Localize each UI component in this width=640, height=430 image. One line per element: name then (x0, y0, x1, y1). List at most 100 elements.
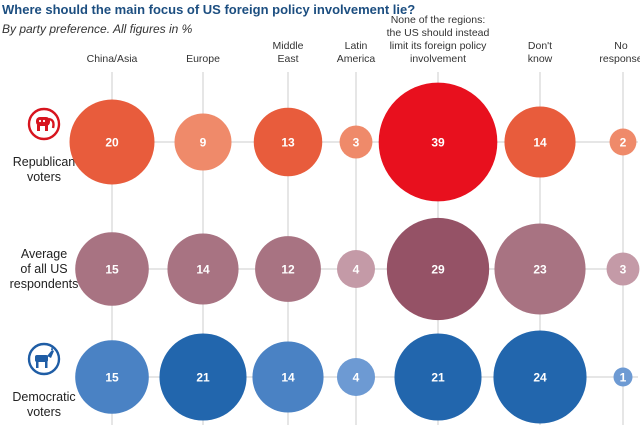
bubble-circle (75, 232, 149, 306)
donkey-leg (36, 361, 39, 368)
bubble: 4 (337, 358, 375, 396)
column-label-line: No (614, 40, 628, 52)
bubble: 14 (167, 233, 239, 305)
bubble: 39 (378, 82, 498, 202)
row-label-line: Republican (13, 155, 76, 169)
elephant-star (42, 119, 46, 123)
bubble: 1 (613, 367, 633, 387)
bubble-circle (174, 113, 232, 171)
bubble: 13 (253, 107, 323, 177)
bubble-circle (609, 128, 637, 156)
row-label: Average of all US respondents (10, 247, 79, 291)
column-label-line: America (337, 53, 376, 65)
bubble-circle (159, 333, 247, 421)
bubble-circle (69, 99, 155, 185)
bubble-value-label: 14 (196, 263, 210, 277)
bubble-circle (337, 250, 375, 288)
donkey-ear (51, 346, 53, 350)
column-label: None of the regions: the US should instea… (387, 14, 490, 65)
column-label: Europe (186, 53, 220, 65)
bubble: 12 (255, 236, 321, 302)
republican-elephant-icon (27, 107, 61, 141)
bubble-value-label: 12 (281, 263, 295, 277)
row-label-line: Democratic (12, 390, 75, 404)
column-label-line: response (599, 53, 640, 65)
row-label-line: respondents (10, 277, 79, 291)
bubble: 14 (252, 341, 324, 413)
bubble: 15 (75, 340, 149, 414)
bubble-value-label: 3 (353, 136, 360, 150)
bubble-value-label: 24 (533, 371, 547, 385)
bubble: 21 (394, 333, 482, 421)
row-label: Democratic voters (12, 390, 75, 419)
bubble: 4 (337, 250, 375, 288)
column-label-line: Europe (186, 53, 220, 65)
bubble-circle (378, 82, 498, 202)
bubble-value-label: 20 (105, 136, 119, 150)
row-label: Republican voters (13, 155, 76, 184)
elephant-trunk (48, 117, 55, 129)
row-label-line: Average (21, 247, 67, 261)
bubble-circle (75, 340, 149, 414)
bubble-value-label: 29 (431, 263, 445, 277)
bubble: 24 (493, 330, 587, 424)
bubble: 29 (386, 217, 490, 321)
bubble: 9 (174, 113, 232, 171)
bubble-circle (394, 333, 482, 421)
bubble-value-label: 9 (200, 136, 207, 150)
column-label-line: East (277, 53, 298, 65)
bubble-value-label: 4 (353, 371, 360, 385)
bubble-value-label: 13 (281, 136, 295, 150)
column-label: No response (599, 40, 640, 65)
bubble: 3 (606, 252, 640, 286)
column-labels: China/Asia Europe Middle East Latin America No… (87, 14, 640, 65)
column-label-line: Latin (345, 40, 368, 52)
chart-title: Where should the main focus of US foreig… (2, 2, 416, 17)
bubble-value-label: 4 (353, 263, 360, 277)
bubble-value-label: 3 (620, 263, 627, 277)
bubble: 3 (339, 125, 373, 159)
elephant-leg (45, 125, 48, 131)
column-label-line: the US should instead (387, 27, 490, 39)
bubble-value-label: 1 (620, 371, 627, 385)
bubble-circle (386, 217, 490, 321)
column-label-line: Don't (528, 40, 552, 52)
column-label: China/Asia (87, 53, 138, 65)
bubble-circle (613, 367, 633, 387)
column-label-line: involvement (410, 53, 466, 65)
bubble-circle (167, 233, 239, 305)
column-label: Middle East (273, 40, 304, 65)
row-label-line: voters (27, 170, 61, 184)
bubble: 14 (504, 106, 576, 178)
bubble-circle (606, 252, 640, 286)
bubble-circle (252, 341, 324, 413)
bubble: 20 (69, 99, 155, 185)
column-label: Don't know (528, 40, 553, 65)
elephant-star (38, 119, 42, 123)
bubble-value-label: 15 (105, 371, 119, 385)
bubble-value-label: 15 (105, 263, 119, 277)
row-label-line: of all US (20, 262, 67, 276)
bubble-circle (339, 125, 373, 159)
bubble-value-label: 21 (431, 371, 445, 385)
bubble: 15 (75, 232, 149, 306)
bubble-value-label: 39 (431, 136, 445, 150)
row-label-line: voters (27, 405, 61, 419)
donkey-head (47, 350, 54, 358)
column-label-line: know (528, 53, 553, 65)
bubble-value-label: 21 (196, 371, 210, 385)
bubble: 2 (609, 128, 637, 156)
bubble-circle (337, 358, 375, 396)
bubble: 23 (494, 223, 586, 315)
column-label-line: None of the regions: (391, 14, 486, 26)
bubble-circle (255, 236, 321, 302)
democratic-donkey-icon (27, 342, 61, 376)
chart-subtitle: By party preference. All figures in % (2, 22, 193, 36)
column-label-line: limit its foreign policy (390, 40, 488, 52)
elephant-leg (37, 125, 40, 131)
bubble-circle (253, 107, 323, 177)
bubble-value-label: 14 (533, 136, 547, 150)
donkey-body (35, 355, 48, 362)
